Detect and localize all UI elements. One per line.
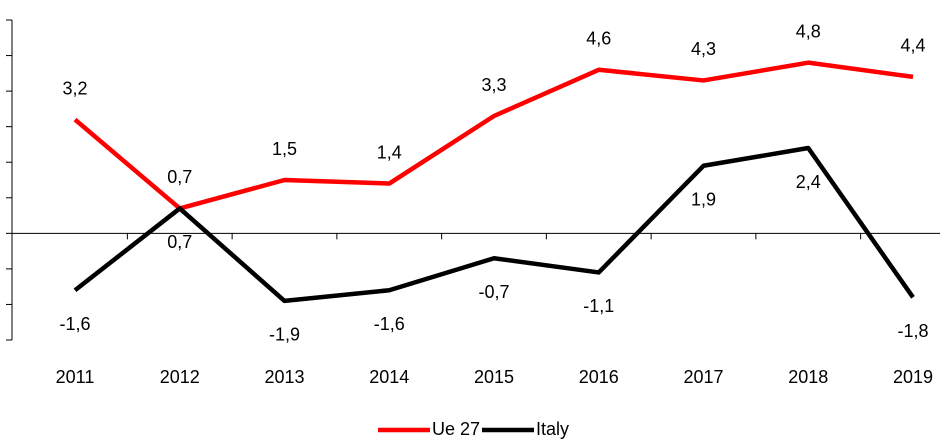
data-label: -1,6: [59, 314, 90, 334]
data-label: -1,1: [583, 296, 614, 316]
legend-label: Italy: [536, 419, 569, 439]
data-label: -1,6: [374, 314, 405, 334]
data-label: -1,8: [897, 321, 928, 341]
data-label: 0,7: [167, 167, 192, 187]
x-tick-label: 2019: [893, 367, 933, 387]
series-line: [73, 60, 914, 211]
data-label: 2,4: [796, 172, 821, 192]
data-label: 4,6: [586, 29, 611, 49]
data-label: 4,4: [900, 36, 925, 56]
data-label: 4,8: [796, 21, 821, 41]
data-label: 1,9: [691, 190, 716, 210]
data-label: -1,9: [269, 325, 300, 345]
x-tick-label: 2015: [474, 367, 514, 387]
x-tick-label: 2011: [56, 367, 95, 387]
data-label: 3,3: [481, 75, 506, 95]
data-label: 1,4: [377, 142, 402, 162]
x-tick-label: 2017: [683, 367, 723, 387]
x-tick-label: 2012: [160, 367, 200, 387]
x-tick-label: 2014: [369, 367, 409, 387]
x-tick-label: 2016: [579, 367, 619, 387]
data-label: 3,2: [62, 78, 87, 98]
data-label: 4,3: [691, 39, 716, 59]
data-label: -0,7: [478, 282, 509, 302]
data-label: 0,7: [167, 232, 192, 252]
x-tick-label: 2018: [788, 367, 828, 387]
legend-label: Ue 27: [432, 419, 480, 439]
x-tick-label: 2013: [264, 367, 304, 387]
data-label: 1,5: [272, 139, 297, 159]
series-line: [73, 145, 915, 304]
